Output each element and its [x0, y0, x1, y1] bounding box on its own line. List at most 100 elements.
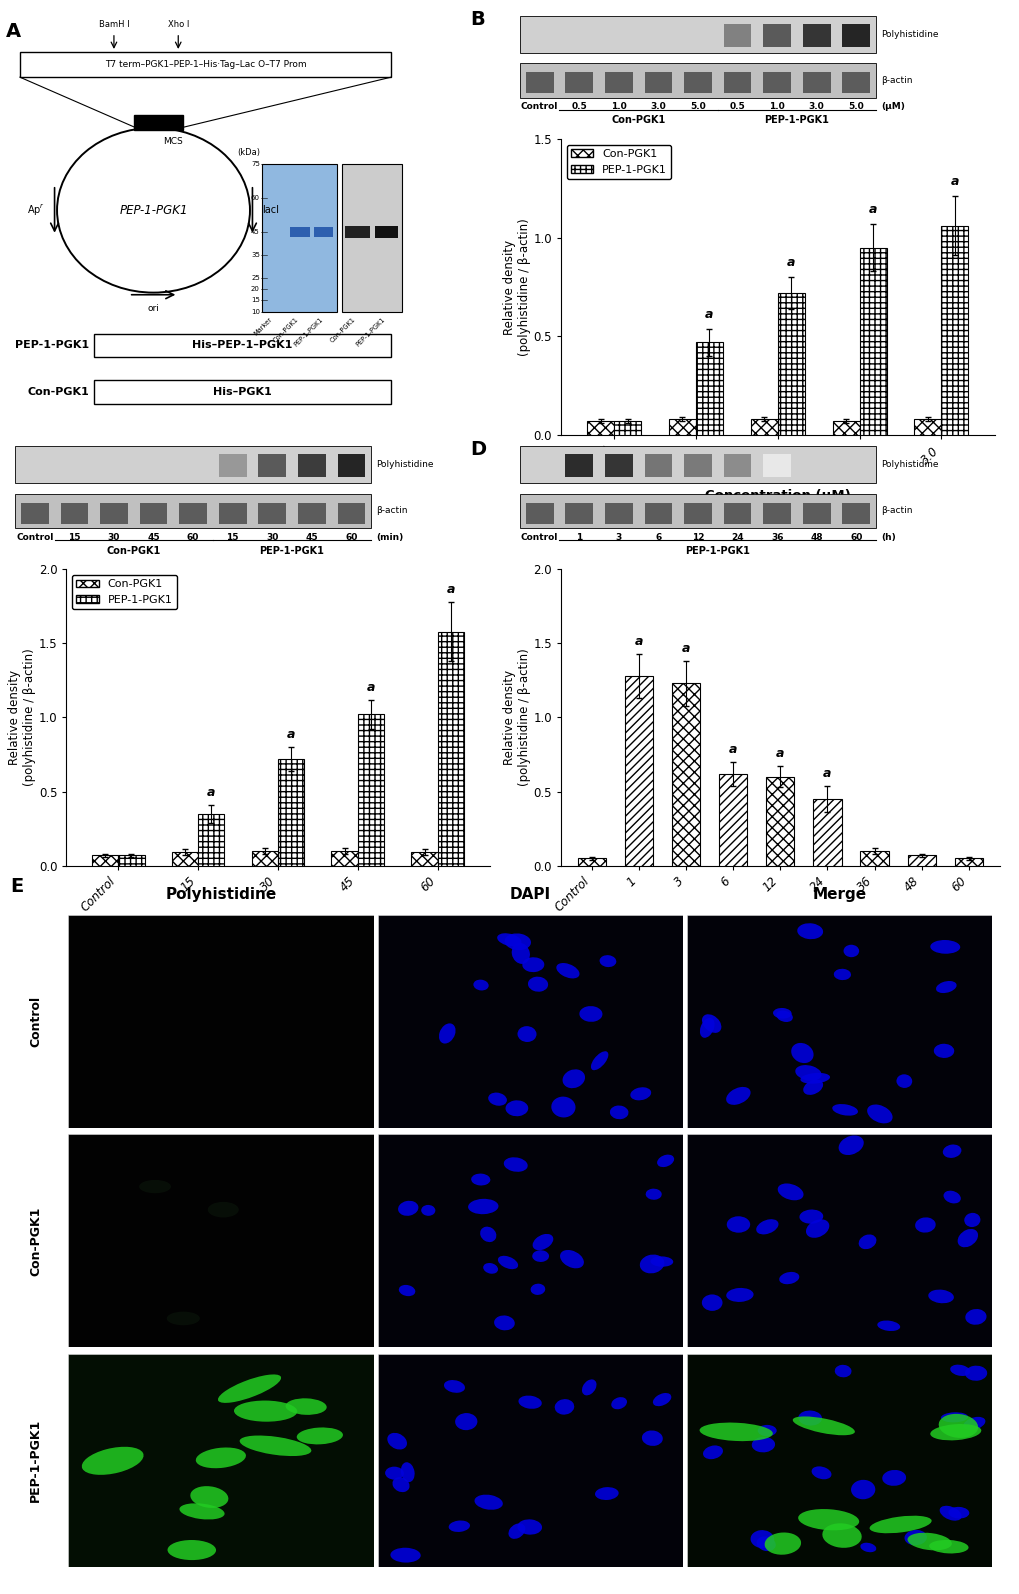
Ellipse shape: [821, 1524, 861, 1548]
Bar: [94, 381, 390, 403]
Bar: [832, 421, 859, 435]
Ellipse shape: [390, 1548, 420, 1562]
Ellipse shape: [928, 1540, 968, 1554]
Ellipse shape: [650, 1256, 673, 1267]
Ellipse shape: [443, 1380, 465, 1393]
Bar: [842, 24, 869, 46]
Text: 20: 20: [251, 285, 260, 292]
Bar: [604, 72, 632, 94]
Bar: [695, 343, 722, 435]
Bar: [750, 419, 777, 435]
Text: 24: 24: [731, 532, 743, 542]
Text: B: B: [470, 10, 485, 29]
Bar: [777, 293, 804, 435]
Text: PEP-1-PGK1: PEP-1-PGK1: [119, 204, 187, 217]
Ellipse shape: [726, 1087, 750, 1105]
Bar: [613, 421, 641, 435]
Ellipse shape: [530, 1283, 545, 1294]
Text: Control: Control: [521, 102, 557, 112]
Ellipse shape: [480, 1227, 496, 1242]
Bar: [258, 454, 285, 477]
Ellipse shape: [699, 1422, 772, 1441]
Ellipse shape: [896, 1074, 911, 1089]
Ellipse shape: [869, 1516, 930, 1533]
Bar: [437, 631, 464, 866]
Bar: [198, 813, 224, 866]
Bar: [15, 494, 371, 528]
Text: 1.0: 1.0: [768, 102, 785, 112]
Ellipse shape: [964, 1309, 985, 1325]
Ellipse shape: [471, 1173, 490, 1186]
Ellipse shape: [385, 1466, 404, 1479]
Text: 15: 15: [226, 532, 238, 542]
Ellipse shape: [757, 1425, 775, 1436]
Ellipse shape: [699, 1019, 714, 1038]
Bar: [565, 72, 592, 94]
Ellipse shape: [522, 958, 544, 972]
Text: a: a: [704, 308, 713, 320]
Ellipse shape: [726, 1288, 753, 1302]
Text: 5.0: 5.0: [690, 102, 705, 112]
Text: E: E: [10, 877, 23, 896]
Y-axis label: Relative density
(polyhistidine / β-actin): Relative density (polyhistidine / β-acti…: [502, 218, 530, 355]
Text: PEP-1-PGK1: PEP-1-PGK1: [30, 1419, 42, 1502]
Ellipse shape: [191, 1486, 228, 1508]
Ellipse shape: [609, 1106, 628, 1119]
Ellipse shape: [297, 1428, 342, 1444]
Bar: [331, 851, 358, 866]
Ellipse shape: [802, 1079, 822, 1095]
Ellipse shape: [929, 940, 959, 953]
Ellipse shape: [397, 1200, 418, 1216]
Ellipse shape: [496, 932, 521, 947]
Bar: [94, 333, 390, 357]
Bar: [842, 72, 869, 94]
Bar: [802, 502, 829, 524]
Text: Ap$^r$: Ap$^r$: [26, 202, 45, 218]
Bar: [907, 854, 935, 866]
X-axis label: Time (min): Time (min): [237, 920, 318, 932]
Ellipse shape: [792, 1417, 854, 1435]
Text: Polyhistidine: Polyhistidine: [376, 461, 433, 469]
Ellipse shape: [943, 1191, 960, 1203]
Text: Con-PGK1: Con-PGK1: [28, 387, 89, 397]
Bar: [374, 226, 397, 238]
Text: 0.5: 0.5: [729, 102, 745, 112]
Legend: Con-PGK1, PEP-1-PGK1: Con-PGK1, PEP-1-PGK1: [71, 575, 176, 609]
Bar: [277, 759, 304, 866]
Ellipse shape: [927, 1290, 953, 1304]
Text: β-actin: β-actin: [376, 507, 408, 515]
Bar: [100, 502, 127, 524]
Ellipse shape: [764, 1532, 800, 1554]
Ellipse shape: [387, 1433, 407, 1449]
Ellipse shape: [599, 955, 615, 968]
Text: a: a: [868, 202, 876, 217]
Ellipse shape: [512, 944, 530, 964]
Bar: [802, 72, 829, 94]
Ellipse shape: [559, 1250, 583, 1269]
Text: Polyhistidine: Polyhistidine: [880, 30, 937, 38]
Ellipse shape: [795, 1065, 820, 1081]
Ellipse shape: [82, 1447, 144, 1474]
Ellipse shape: [701, 1014, 720, 1033]
Ellipse shape: [448, 1521, 470, 1532]
Bar: [342, 164, 401, 312]
Text: 30: 30: [266, 532, 278, 542]
Ellipse shape: [392, 1478, 410, 1492]
Ellipse shape: [755, 1219, 777, 1234]
Ellipse shape: [866, 1105, 892, 1124]
Bar: [684, 72, 711, 94]
Ellipse shape: [858, 1234, 875, 1250]
X-axis label: Concentration (μM): Concentration (μM): [704, 489, 850, 502]
Text: T7 term–PGK1–PEP-1–His·Tag–Lac O–T7 Prom: T7 term–PGK1–PEP-1–His·Tag–Lac O–T7 Prom: [105, 61, 306, 69]
Ellipse shape: [400, 1462, 415, 1482]
Bar: [344, 226, 369, 238]
Bar: [140, 502, 167, 524]
Bar: [765, 776, 794, 866]
Text: 60: 60: [251, 194, 260, 201]
Text: Xho I: Xho I: [167, 19, 189, 29]
Bar: [668, 419, 695, 435]
Bar: [171, 853, 198, 866]
Ellipse shape: [532, 1250, 548, 1262]
Bar: [587, 421, 613, 435]
Bar: [577, 858, 605, 866]
